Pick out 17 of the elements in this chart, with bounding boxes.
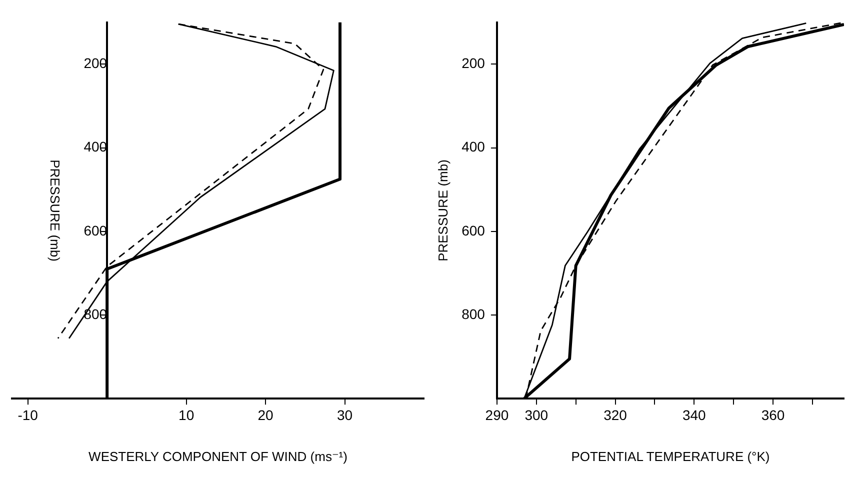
y-axis-title: PRESSURE (mb) (435, 160, 450, 262)
y-tick-label: 400 (462, 138, 486, 155)
x-axis-title: WESTERLY COMPONENT OF WIND (ms⁻¹) (88, 448, 348, 464)
y-tick-label: 600 (462, 222, 486, 238)
y-axis-title: PRESSURE (mb) (47, 160, 62, 262)
x-tick-label: 290 (485, 406, 509, 423)
x-tick-label: 20 (258, 406, 274, 423)
x-tick-label: -10 (18, 406, 38, 423)
x-tick-label: 320 (604, 406, 628, 423)
x-tick-label: 340 (682, 406, 706, 423)
x-tick-label: 300 (524, 406, 548, 423)
y-tick-label: 800 (462, 306, 486, 322)
x-tick-label: 360 (761, 406, 785, 423)
y-tick-label: 200 (462, 55, 486, 72)
x-tick-label: 30 (336, 406, 353, 423)
x-axis-title: POTENTIAL TEMPERATURE (°K) (571, 448, 770, 464)
x-tick-label: 10 (178, 406, 194, 423)
